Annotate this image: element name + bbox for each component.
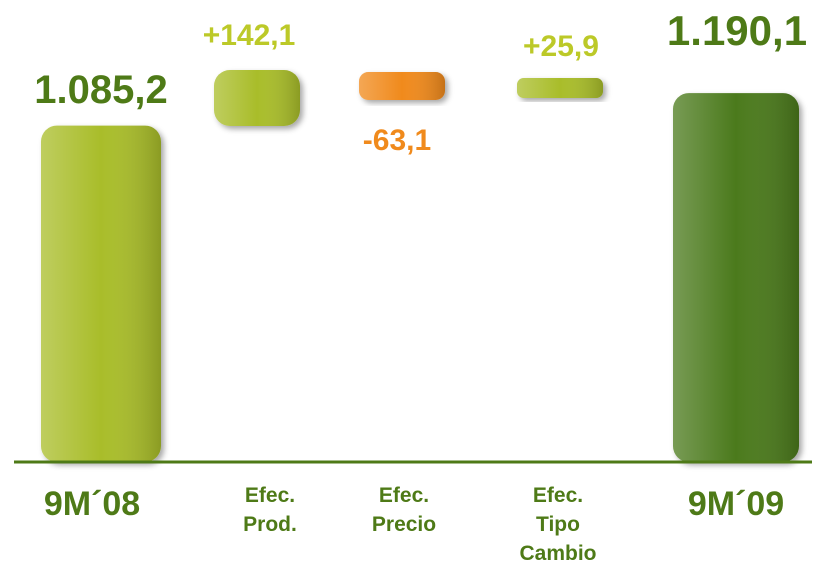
category-label-4: 9M´09 [688,485,784,523]
category-label-3: Efec. Tipo Cambio [519,484,596,565]
value-label-0: 1.085,2 [34,68,167,112]
value-label-3: +25,9 [523,30,599,63]
bars [41,70,799,462]
value-label-1: +142,1 [203,19,296,52]
bar-highlight-3 [517,78,603,98]
category-label-0: 9M´08 [44,485,140,523]
category-label-2: Efec. Precio [372,484,436,536]
value-label-4: 1.190,1 [667,7,807,54]
data-labels: 1.085,2 +142,1 -63,1 +25,9 1.190,1 [34,7,807,157]
bar-highlight-4 [673,93,799,462]
bar-highlight-1 [214,70,300,126]
category-labels: 9M´08 Efec. Prod. Efec. Precio Efec. Tipo Cambi… [44,484,784,565]
bar-highlight-2 [359,72,445,100]
category-label-1: Efec. Prod. [243,484,297,536]
bar-highlight-0 [41,125,161,462]
value-label-2: -63,1 [363,124,431,157]
